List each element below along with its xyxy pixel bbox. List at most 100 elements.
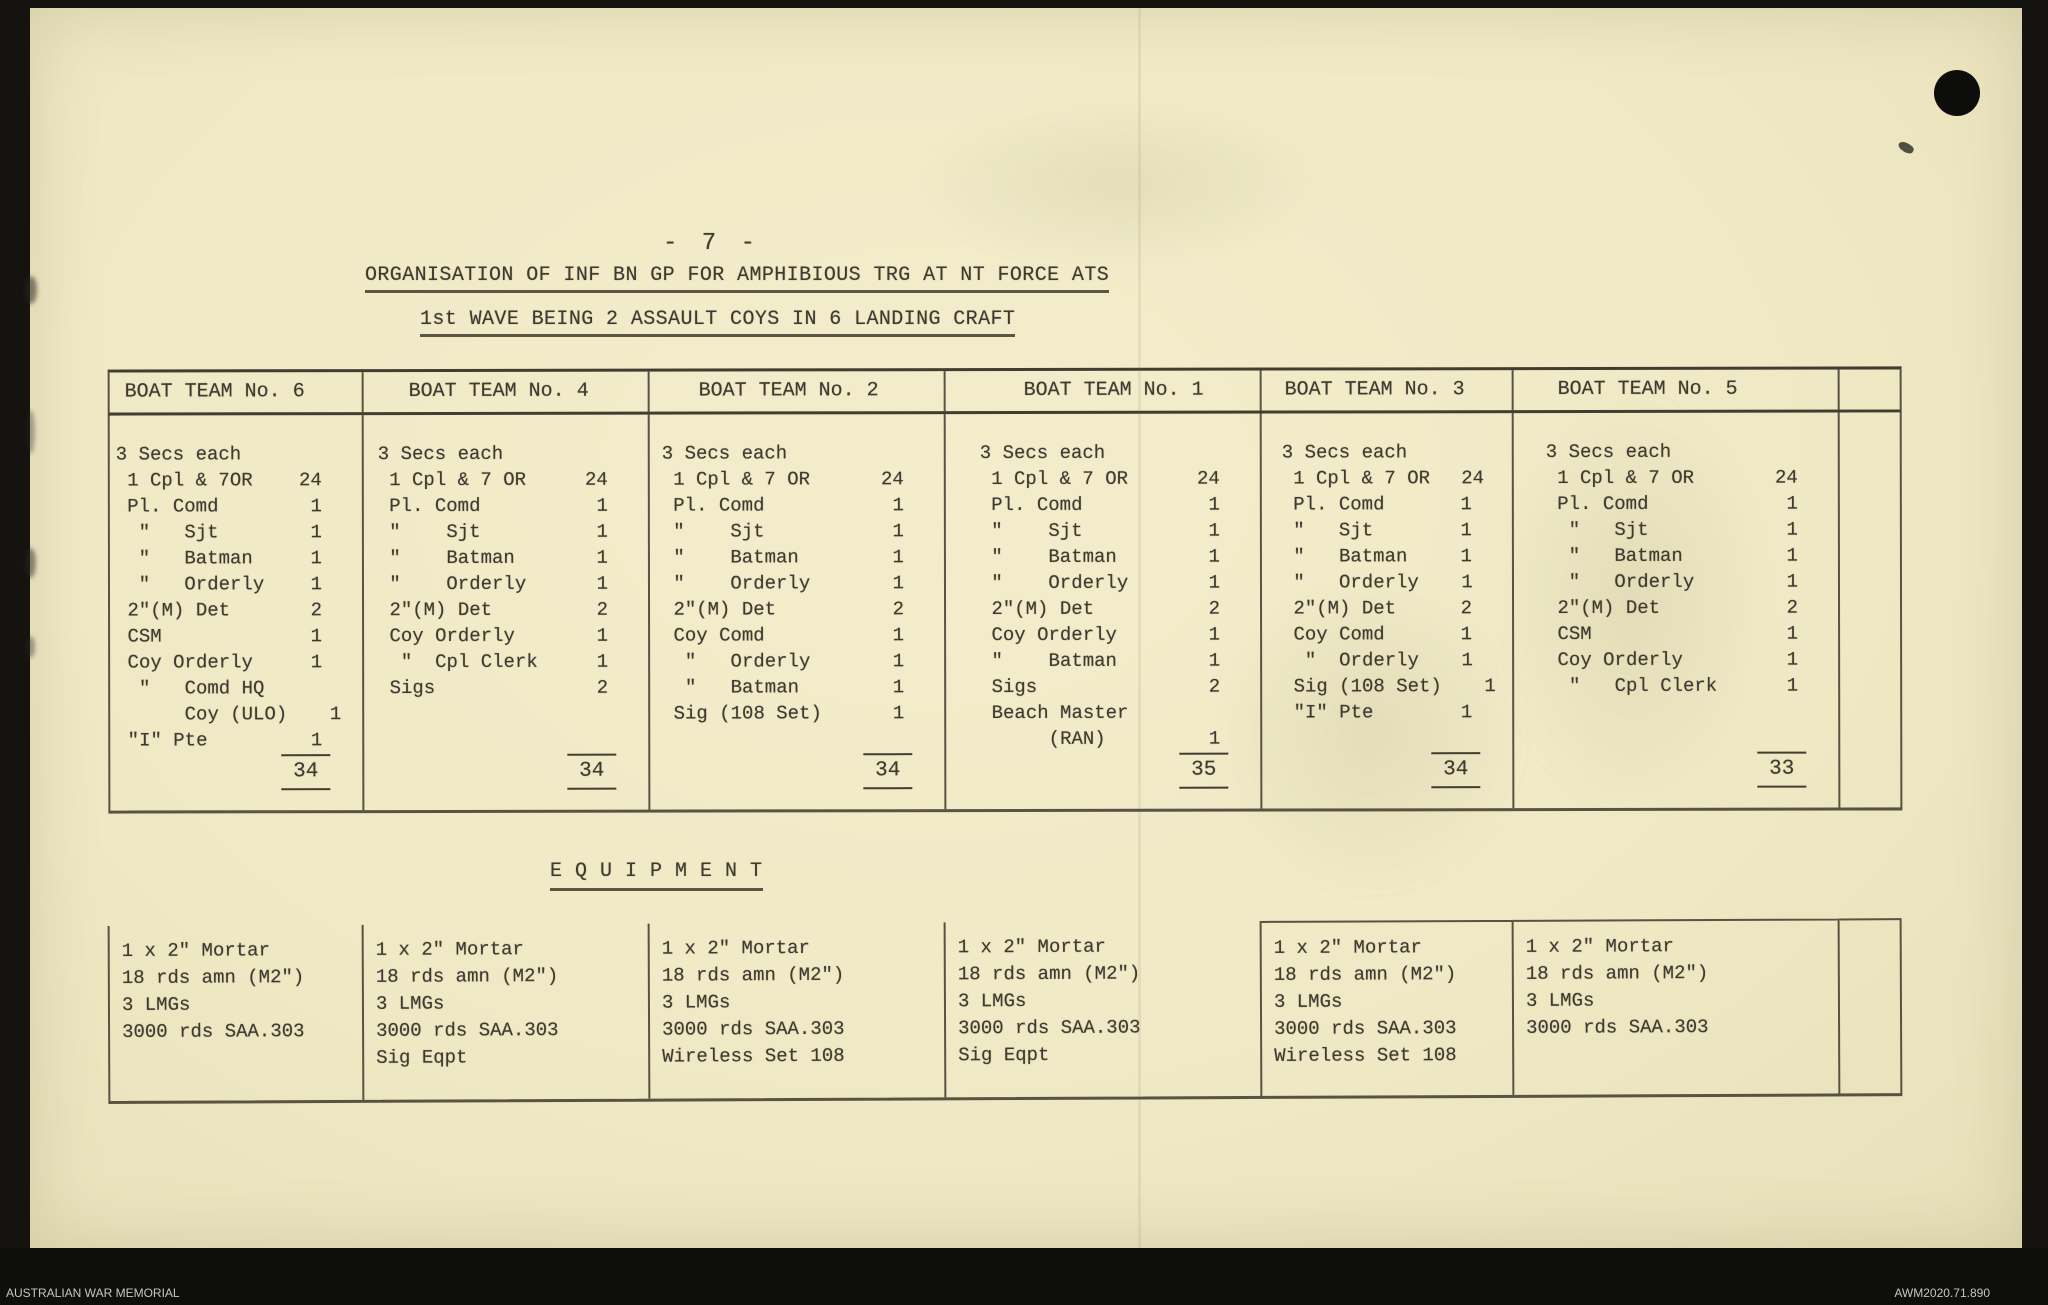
roster-row: 1 Cpl & 7 OR 24 xyxy=(662,466,944,492)
roster-row-value: 1 xyxy=(310,729,323,752)
roster-row-value: 1 xyxy=(596,624,609,647)
equipment-line: 18 rds amn (M2") xyxy=(121,966,305,989)
roster-row-label: Sigs xyxy=(378,676,436,700)
roster-row-label: " Batman xyxy=(1545,544,1683,568)
roster-row: CSM 1 xyxy=(116,623,362,649)
roster-row-value: 1 xyxy=(1460,701,1473,724)
equipment-cell: 1 x 2" Mortar 18 rds amn (M2") 3 LMGs 3000 … xyxy=(1261,919,1515,1096)
team-total-wrap: 34 xyxy=(281,754,331,791)
roster-row-label: " Sjt xyxy=(1545,518,1649,542)
roster-intro: 3 Secs each xyxy=(115,443,242,466)
edge-smudge xyxy=(25,276,37,304)
boat-team-column: 3 Secs each 1 Cpl & 7 OR 24 Pl. Comd 1 " S… xyxy=(1513,412,1841,809)
roster-row-value: 1 xyxy=(1460,545,1472,568)
roster-row-label: 2"(M) Det xyxy=(1546,596,1661,620)
equipment-line: 1 x 2" Mortar xyxy=(375,938,524,961)
roster-row-value: 1 xyxy=(1460,623,1473,646)
equipment-line: Sig Eqpt xyxy=(958,1043,1050,1067)
roster-row-label: 1 Cpl & 7 OR xyxy=(979,467,1129,491)
roster-row-label: 2"(M) Det xyxy=(116,599,231,622)
roster-row-label: Coy Orderly xyxy=(1546,648,1683,672)
boat-team-column: 3 Secs each 1 Cpl & 7OR 24 Pl. Comd 1 " Sj… xyxy=(109,415,365,811)
team-total: 34 xyxy=(567,753,617,790)
roster-row-label: Pl. Comd xyxy=(115,495,219,518)
roster-row: " Batman 1 xyxy=(980,544,1260,570)
team-total-wrap: 33 xyxy=(1757,751,1807,788)
roster-row-value: 24 xyxy=(1461,467,1485,490)
pen-mark xyxy=(1896,139,1916,156)
roster-row-value: 1 xyxy=(310,573,323,596)
roster-row: " Sjt 1 xyxy=(980,518,1260,544)
roster-row-value: 1 xyxy=(310,651,323,674)
roster-row-label: " Orderly xyxy=(661,572,811,595)
team-total: 34 xyxy=(1431,752,1481,789)
roster-row-value: 1 xyxy=(1786,674,1799,697)
boat-team-header: BOAT TEAM No. 5 xyxy=(1513,369,1840,411)
roster-row-label: Sigs xyxy=(980,675,1038,699)
roster-row: Pl. Comd 1 xyxy=(662,492,944,518)
roster-row-value: 1 xyxy=(310,625,323,648)
roster-row: Pl. Comd 1 xyxy=(116,493,362,519)
boat-team-column: 3 Secs each 1 Cpl & 7 OR 24 Pl. Comd 1 " S… xyxy=(1261,413,1515,809)
equipment-line: 3 LMGs xyxy=(957,989,1027,1013)
roster-row: 2"(M) Det 2 xyxy=(116,597,362,623)
roster-row-value: 24 xyxy=(298,469,322,492)
equipment-heading: E Q U I P M E N T xyxy=(550,860,763,891)
roster-row-label: " Orderly xyxy=(979,571,1129,595)
roster-row: Sigs 2 xyxy=(378,675,648,701)
roster-row-label: " Orderly xyxy=(662,650,811,673)
roster-row: " Comd HQ xyxy=(116,675,362,701)
team-total-wrap: 34 xyxy=(1431,752,1481,789)
roster-row: 1 Cpl & 7 OR 24 xyxy=(980,466,1260,492)
roster-row-value: 1 xyxy=(1786,648,1799,671)
roster-row-label: " Orderly xyxy=(1545,570,1695,594)
roster-row-value: 1 xyxy=(892,624,905,647)
roster-row: " Orderly 1 xyxy=(378,571,648,597)
archive-name-label: AUSTRALIAN WAR MEMORIAL xyxy=(6,1286,180,1300)
roster-row: 2"(M) Det 2 xyxy=(378,597,648,623)
roster-row-value: 2 xyxy=(1208,675,1221,698)
roster-row-label: 2"(M) Det xyxy=(980,597,1095,621)
roster-row-value: 1 xyxy=(329,703,342,726)
equipment-line: 3000 rds SAA.303 xyxy=(122,1020,305,1043)
equipment-line: 1 x 2" Mortar xyxy=(1273,936,1422,959)
roster-row-value: 1 xyxy=(892,546,904,569)
equipment-line: 18 rds amn (M2") xyxy=(375,965,559,988)
roster-row-label: " Comd HQ xyxy=(116,677,265,700)
equipment-line: 3 LMGs xyxy=(121,993,191,1016)
equipment-line: 3000 rds SAA.303 xyxy=(662,1017,845,1041)
team-total: 35 xyxy=(1179,752,1229,789)
roster-row: 1 Cpl & 7 OR 24 xyxy=(1546,465,1838,492)
boat-team-column: 3 Secs each 1 Cpl & 7 OR 24 Pl. Comd 1 " S… xyxy=(649,414,947,810)
roster-row: " Batman 1 xyxy=(980,648,1260,674)
roster-row-value xyxy=(268,675,322,701)
roster-intro: 3 Secs each xyxy=(1545,440,1672,464)
table-strip xyxy=(1840,412,1901,807)
roster-row-value: 2 xyxy=(596,598,609,621)
roster-row-label: 2"(M) Det xyxy=(1282,597,1397,620)
roster-row-label: 2"(M) Det xyxy=(378,598,493,622)
equipment-cell: 1 x 2" Mortar 18 rds amn (M2") 3 LMGs 3000 … xyxy=(945,920,1263,1098)
team-total: 34 xyxy=(281,754,331,791)
roster-row-value: 2 xyxy=(596,676,609,699)
boat-team-table: BOAT TEAM No. 6 BOAT TEAM No. 4 BOAT TEAM … xyxy=(107,366,1903,814)
show-through xyxy=(910,98,1330,268)
roster-row: " Sjt 1 xyxy=(1282,517,1512,543)
roster-row-value: 1 xyxy=(892,650,905,673)
team-total-wrap: 35 xyxy=(1179,752,1229,789)
roster-row-value: 1 xyxy=(596,572,609,595)
roster-row: Coy Orderly 1 xyxy=(116,649,362,675)
roster-intro: 3 Secs each xyxy=(661,442,788,465)
roster-row-label: Sig (108 Set) xyxy=(1282,675,1442,698)
roster-row: CSM 1 xyxy=(1546,621,1838,648)
roster-row: 2"(M) Det 2 xyxy=(1546,595,1838,622)
roster-row-value: 1 xyxy=(1786,570,1799,593)
boat-team-header-row: BOAT TEAM No. 6 BOAT TEAM No. 4 BOAT TEAM … xyxy=(107,366,1902,416)
roster-row: Coy Orderly 1 xyxy=(980,622,1260,648)
roster-row-label: Pl. Comd xyxy=(979,493,1083,517)
equipment-line: 3000 rds SAA.303 xyxy=(1274,1017,1457,1040)
roster-row-value: 1 xyxy=(596,650,609,673)
roster-intro: 3 Secs each xyxy=(1281,441,1408,464)
roster-row: " Batman 1 xyxy=(378,545,648,571)
